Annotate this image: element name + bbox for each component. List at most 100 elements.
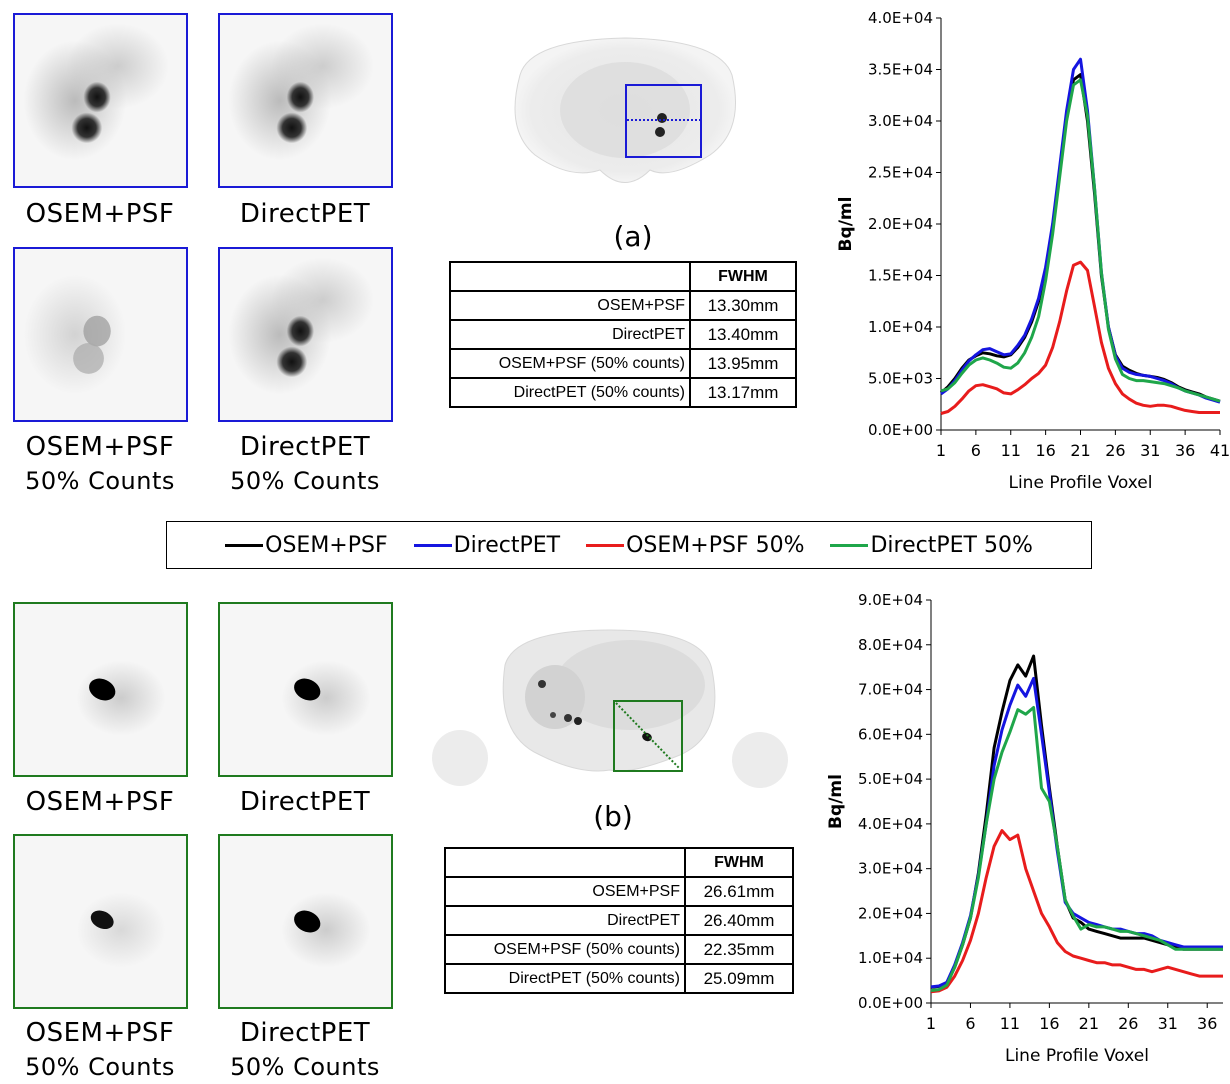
x-tick-label: 21 bbox=[1079, 1014, 1099, 1033]
y-tick-label: 2.0E+04 bbox=[858, 904, 923, 922]
row-label: OSEM+PSF (50% counts) bbox=[444, 934, 686, 965]
legend-label: DirectPET bbox=[453, 532, 561, 558]
row-value: 26.61mm bbox=[684, 876, 794, 907]
x-tick-label: 11 bbox=[1001, 441, 1021, 460]
table-row: OSEM+PSF 26.61mm bbox=[444, 876, 794, 907]
y-tick-label: 0.0E+00 bbox=[868, 421, 933, 439]
legend-item-osem-psf-50: OSEM+PSF 50% bbox=[586, 533, 804, 558]
table-row: DirectPET 26.40mm bbox=[444, 905, 794, 936]
row-label: DirectPET (50% counts) bbox=[449, 377, 691, 408]
table-row: OSEM+PSF 13.30mm bbox=[449, 290, 797, 321]
y-tick-label: 1.5E+04 bbox=[868, 267, 933, 285]
thumb-b-osem-psf-50 bbox=[13, 834, 188, 1009]
y-tick-label: 3.0E+04 bbox=[868, 112, 933, 130]
y-tick-label: 1.0E+04 bbox=[858, 949, 923, 967]
caption-a-directpet: DirectPET bbox=[239, 199, 371, 229]
table-header-fwhm: FWHM bbox=[684, 847, 794, 878]
y-tick-label: 5.0E+03 bbox=[868, 370, 933, 388]
x-tick-label: 21 bbox=[1070, 441, 1090, 460]
y-tick-label: 3.0E+04 bbox=[858, 860, 923, 878]
table-row: DirectPET (50% counts) 25.09mm bbox=[444, 963, 794, 994]
caption-b-directpet-50: DirectPET 50% Counts bbox=[230, 1018, 380, 1081]
caption-a-osem-psf: OSEM+PSF bbox=[25, 199, 175, 229]
row-value: 13.30mm bbox=[689, 290, 797, 321]
row-value: 25.09mm bbox=[684, 963, 794, 994]
table-header-blank bbox=[449, 261, 691, 292]
x-tick-label: 16 bbox=[1039, 1014, 1059, 1033]
x-tick-label: 31 bbox=[1158, 1014, 1178, 1033]
legend-item-directpet: DirectPET bbox=[413, 532, 561, 558]
legend-swatch bbox=[225, 543, 264, 547]
y-tick-label: 2.5E+04 bbox=[868, 164, 933, 182]
thumb-b-directpet-50 bbox=[218, 834, 393, 1009]
series-line-directpet bbox=[930, 676, 1223, 989]
x-tick-label: 1 bbox=[926, 1014, 936, 1033]
fwhm-table-b: FWHM OSEM+PSF 26.61mm DirectPET 26.40mm OS… bbox=[444, 847, 794, 994]
caption-a-osem-psf-50: OSEM+PSF 50% Counts bbox=[25, 432, 175, 495]
legend-item-directpet-50: DirectPET 50% bbox=[830, 532, 1033, 558]
thumb-b-directpet bbox=[218, 602, 393, 777]
x-tick-label: 1 bbox=[936, 441, 946, 460]
legend-label: OSEM+PSF 50% bbox=[626, 532, 805, 558]
legend: OSEM+PSF DirectPET OSEM+PSF 50% DirectPE… bbox=[166, 521, 1092, 569]
y-tick-label: 1.0E+04 bbox=[868, 318, 933, 336]
row-value: 13.17mm bbox=[689, 377, 797, 408]
row-label: DirectPET (50% counts) bbox=[444, 963, 686, 994]
line-profile-chart-a: 0.0E+00 5.0E+03 1.0E+04 1.5E+04 2.0E+04 2.5E+… bbox=[836, 9, 1230, 493]
y-tick-label: 4.0E+04 bbox=[868, 9, 933, 27]
y-tick-label: 0.0E+00 bbox=[858, 994, 923, 1012]
series-line-osem-psf bbox=[940, 73, 1221, 403]
thumb-a-osem-psf-50 bbox=[13, 247, 188, 422]
legend-item-osem-psf: OSEM+PSF bbox=[225, 532, 388, 558]
caption-b-directpet: DirectPET bbox=[239, 787, 371, 817]
table-header-row: FWHM bbox=[444, 847, 794, 878]
overview-slice-a bbox=[500, 30, 750, 210]
y-tick-label: 7.0E+04 bbox=[858, 681, 923, 699]
y-axis-label: Bq/ml bbox=[836, 197, 856, 252]
y-tick-label: 2.0E+04 bbox=[868, 215, 933, 233]
row-label: OSEM+PSF (50% counts) bbox=[449, 348, 691, 379]
line-profile-chart-b: 0.0E+00 1.0E+04 2.0E+04 3.0E+04 4.0E+04 5.0E+… bbox=[826, 591, 1223, 1066]
legend-label: OSEM+PSF bbox=[265, 532, 388, 558]
legend-swatch bbox=[830, 543, 869, 547]
x-axis-label: Line Profile Voxel bbox=[1005, 1046, 1149, 1066]
legend-label: DirectPET 50% bbox=[870, 532, 1033, 558]
row-value: 22.35mm bbox=[684, 934, 794, 965]
thumb-a-directpet-50 bbox=[218, 247, 393, 422]
panel-label-a: (a) bbox=[613, 220, 653, 253]
table-row: DirectPET (50% counts) 13.17mm bbox=[449, 377, 797, 408]
table-header-fwhm: FWHM bbox=[689, 261, 797, 292]
x-tick-label: 6 bbox=[971, 441, 981, 460]
caption-a-directpet-50: DirectPET 50% Counts bbox=[230, 432, 380, 495]
table-row: DirectPET 13.40mm bbox=[449, 319, 797, 350]
row-label: OSEM+PSF bbox=[444, 876, 686, 907]
caption-b-osem-psf: OSEM+PSF bbox=[25, 787, 175, 817]
row-label: OSEM+PSF bbox=[449, 290, 691, 321]
x-tick-label: 31 bbox=[1140, 441, 1160, 460]
x-tick-label: 36 bbox=[1197, 1014, 1217, 1033]
x-tick-label: 11 bbox=[1000, 1014, 1020, 1033]
y-tick-label: 6.0E+04 bbox=[858, 725, 923, 743]
row-value: 26.40mm bbox=[684, 905, 794, 936]
x-tick-label: 16 bbox=[1035, 441, 1055, 460]
table-row: OSEM+PSF (50% counts) 22.35mm bbox=[444, 934, 794, 965]
y-tick-label: 9.0E+04 bbox=[858, 591, 923, 609]
series-line-directpet bbox=[940, 57, 1221, 404]
table-row: OSEM+PSF (50% counts) 13.95mm bbox=[449, 348, 797, 379]
row-label: DirectPET bbox=[449, 319, 691, 350]
fwhm-table-a: FWHM OSEM+PSF 13.30mm DirectPET 13.40mm OS… bbox=[449, 261, 797, 408]
row-label: DirectPET bbox=[444, 905, 686, 936]
table-header-blank bbox=[444, 847, 686, 878]
y-tick-label: 4.0E+04 bbox=[858, 815, 923, 833]
series-line-directpet-50- bbox=[940, 78, 1221, 403]
caption-b-osem-psf-50: OSEM+PSF 50% Counts bbox=[25, 1018, 175, 1081]
thumb-b-osem-psf bbox=[13, 602, 188, 777]
row-value: 13.95mm bbox=[689, 348, 797, 379]
y-tick-label: 3.5E+04 bbox=[868, 61, 933, 79]
series-line-osem-psf-50- bbox=[930, 829, 1223, 994]
series-line-osem-psf-50- bbox=[940, 260, 1220, 415]
panel-label-b: (b) bbox=[593, 800, 633, 833]
y-tick-label: 8.0E+04 bbox=[858, 636, 923, 654]
y-axis-label: Bq/ml bbox=[826, 774, 846, 829]
series-line-directpet-50- bbox=[930, 706, 1223, 992]
